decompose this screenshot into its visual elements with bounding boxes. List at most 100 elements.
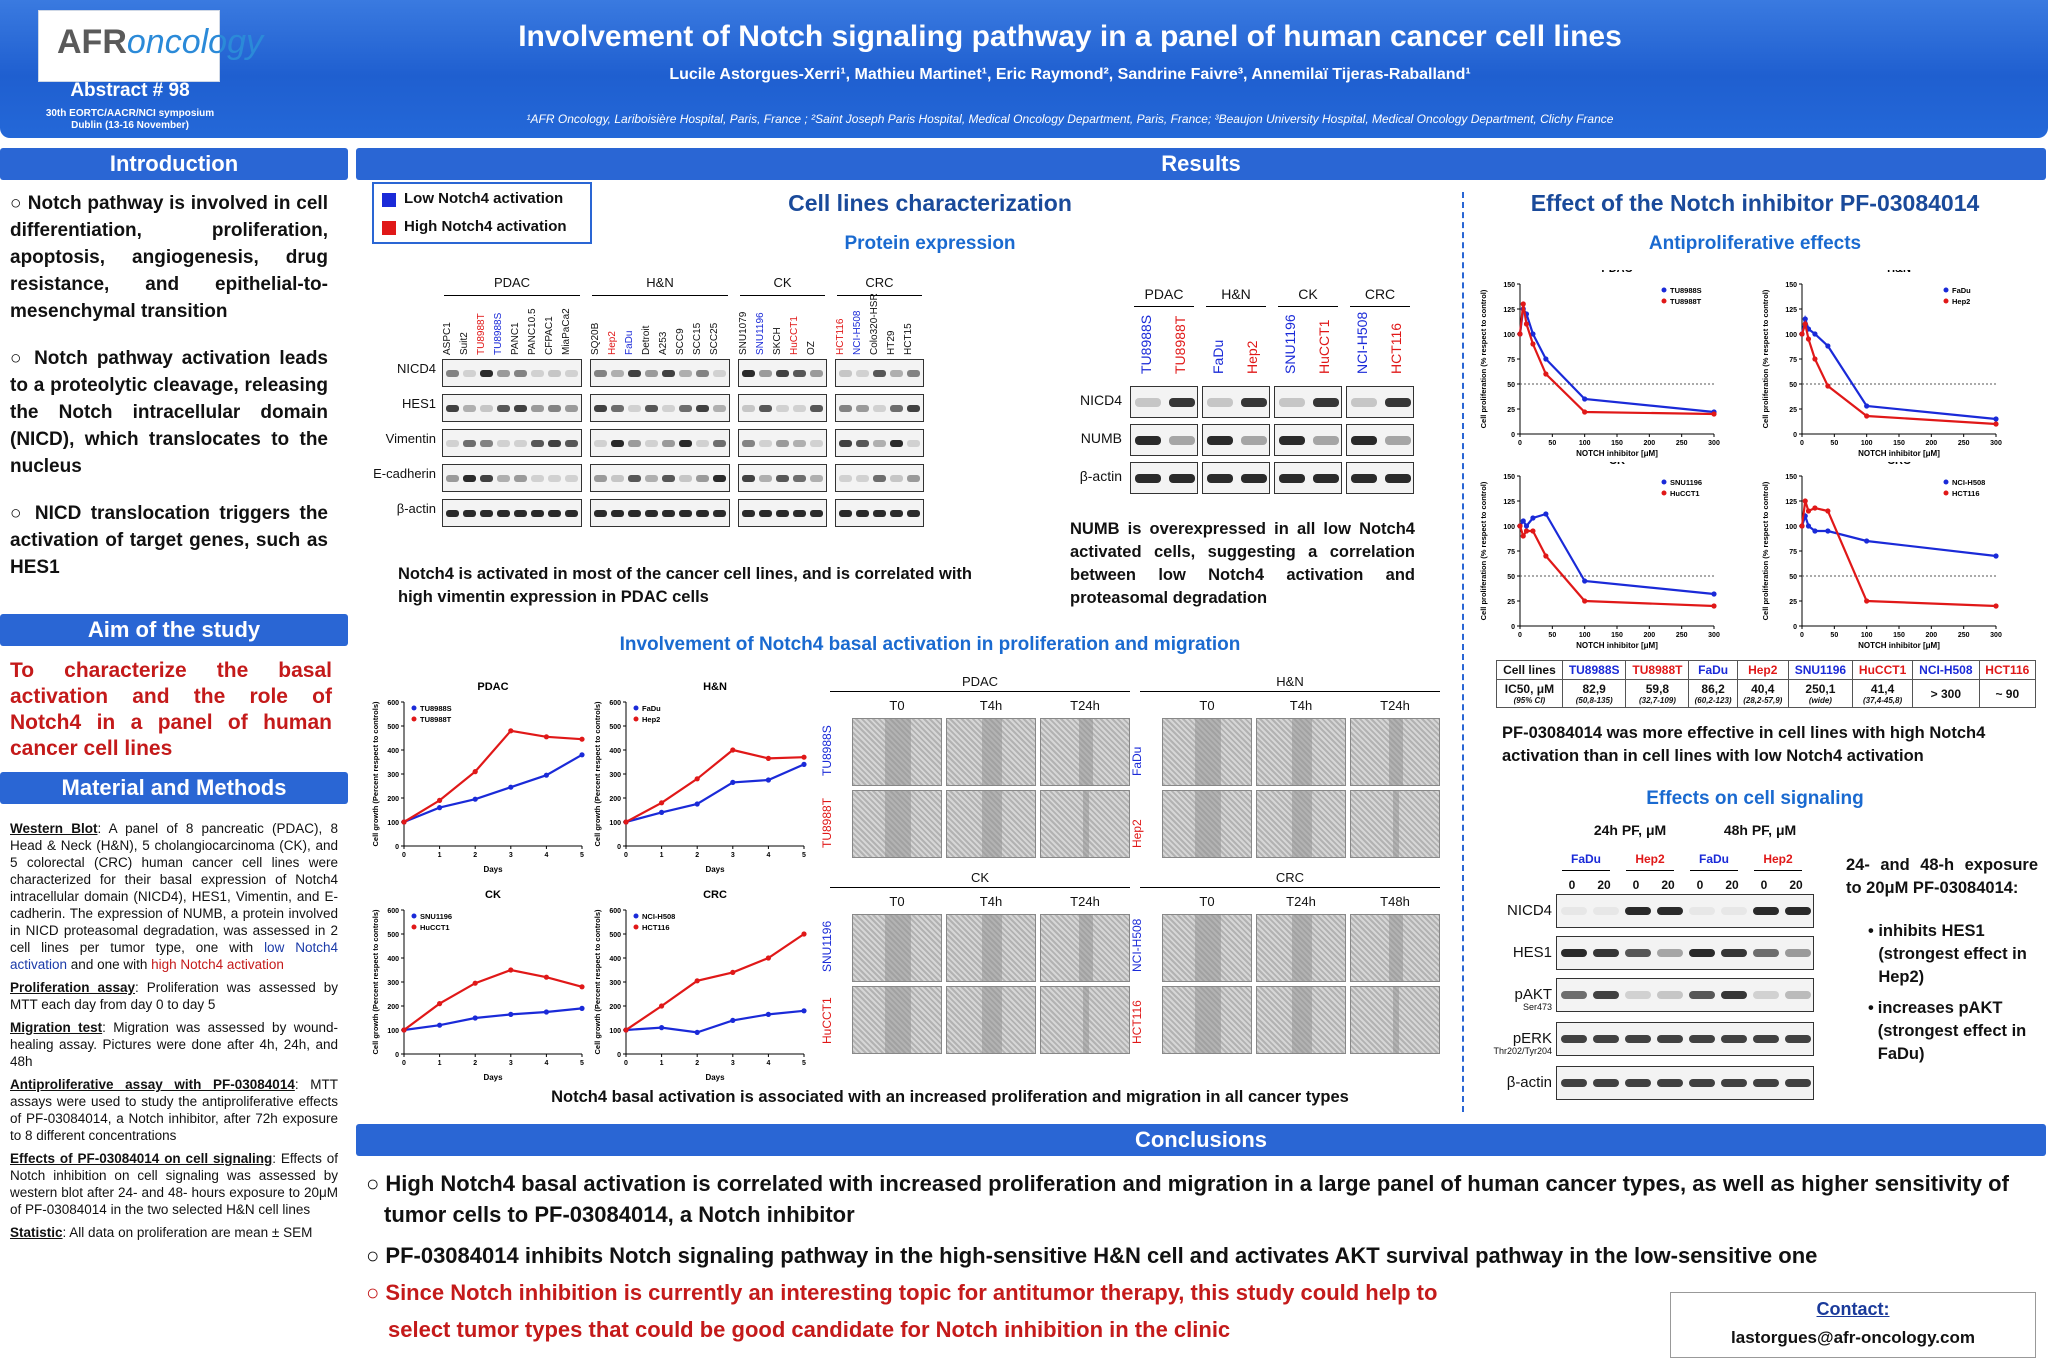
legend-marker [633, 924, 639, 930]
numb-band [1351, 436, 1377, 445]
chart-title: PDAC [1601, 270, 1632, 275]
data-point [1805, 508, 1812, 514]
numb-band [1313, 398, 1339, 407]
ic50-value-cell: 82,9 (50,8-135) [1561, 679, 1627, 708]
blot-band [839, 475, 852, 482]
blot-band [907, 370, 920, 377]
blot-band [890, 405, 903, 412]
prolif-chart-hn: H&N 0 100 200 300 400 500 600 0 1 2 3 4 5 Days Cell gro… [593, 681, 807, 874]
x-tick-label: 1 [438, 1060, 442, 1067]
blot-band [662, 440, 675, 447]
chart-title: H&N [1887, 270, 1911, 275]
stat-title: Statistic [10, 1225, 63, 1240]
blot-band [611, 475, 624, 482]
y-tick-label: 125 [1503, 307, 1515, 314]
y-tick-label: 400 [387, 748, 399, 755]
wound-gap [1292, 791, 1312, 857]
y-tick-label: 200 [609, 1004, 621, 1011]
series-line [1518, 525, 1715, 608]
sig-dose-label: 0 [1568, 878, 1576, 892]
numb-band [1241, 398, 1267, 407]
ic50-value-cell: > 300 [1912, 679, 1980, 708]
data-point [801, 931, 807, 937]
y-tick-label: 50 [1507, 574, 1515, 581]
sig-row-label: pAKT [1514, 986, 1552, 1003]
sig-bullet: • increases pAKT (strongest effect in FaD… [1868, 997, 2038, 1066]
numb-group-line [1278, 306, 1338, 307]
sig-line-label: FaDu [1571, 852, 1601, 866]
sig-band [1753, 949, 1779, 957]
x-tick-label: 2 [695, 1060, 699, 1067]
mig-panel-title: PDAC [830, 674, 1130, 692]
x-tick-label: 1 [660, 852, 664, 859]
legend-high-label: High Notch4 activation [404, 218, 567, 235]
blot-band [856, 370, 869, 377]
blot-band [890, 440, 903, 447]
numb-band [1207, 436, 1233, 445]
blot-band [531, 405, 544, 412]
x-tick-label: 200 [1643, 440, 1655, 447]
ic50-label: IC50, μM [1504, 682, 1555, 696]
mig-time-label: T24h [1380, 698, 1410, 713]
prolif-chart-crc: CRC 0 100 200 300 400 500 600 0 1 2 3 4 5 Days Cell gro… [593, 889, 807, 1082]
x-tick-label: 0 [402, 852, 406, 859]
blot-band [742, 475, 755, 482]
blot-band [810, 475, 823, 482]
ic50-ci: (50,8-135) [1575, 696, 1613, 705]
contact-email[interactable]: lastorgues@afr-oncology.com [1731, 1328, 1975, 1347]
series-line [1518, 303, 1715, 416]
blot-group-line [592, 295, 728, 296]
series-line [1800, 512, 1997, 558]
sig-note: 24- and 48-h exposure to 20μM PF-0308401… [1846, 856, 2038, 897]
blot-band [742, 370, 755, 377]
authors: Lucile Astorgues-Xerri¹, Mathieu Martine… [669, 66, 1471, 83]
mig-image [1040, 790, 1130, 858]
numb-group-line [1206, 306, 1266, 307]
data-point [801, 1008, 807, 1014]
numb-lane-label: TU8988S [1138, 314, 1154, 374]
sig-line-underline [1690, 870, 1738, 871]
y-tick-label: 200 [609, 796, 621, 803]
blot-row-label: NICD4 [396, 361, 436, 376]
blot-band [873, 370, 886, 377]
blot-band [514, 405, 527, 412]
wb-title: Western Blot [10, 821, 98, 836]
y-tick-label: 100 [387, 820, 399, 827]
mig-time-label: T0 [1199, 894, 1215, 909]
blot-band [776, 510, 789, 517]
x-tick-label: 4 [544, 1060, 548, 1067]
ic50-ci: (wide) [1808, 696, 1832, 705]
ic50-ci: (60,2-123) [1694, 696, 1732, 705]
wound-gap [1292, 987, 1312, 1053]
blot-band [548, 440, 561, 447]
symposium-place: Dublin (13-16 November) [71, 120, 189, 131]
blot-lane-label: ASPC1 [442, 322, 453, 355]
wound-gap [1393, 791, 1399, 857]
intro-bullet: ○ NICD translocation triggers the activa… [10, 503, 328, 578]
y-axis-label: Cell growth (Percent respect to controls… [593, 701, 602, 847]
mig-image [852, 986, 942, 1054]
data-point [1812, 356, 1818, 362]
mig-image [1350, 790, 1440, 858]
ic50-ci: (28,2-57,9) [1743, 696, 1783, 705]
conclusion-3b: select tumor types that could be good ca… [388, 1317, 1231, 1342]
blot-lane-label: TU8988S [493, 312, 504, 355]
numb-panel [1202, 424, 1270, 456]
legend-marker [1943, 287, 1949, 293]
ic50-ci: (32,7-109) [1638, 696, 1676, 705]
data-point [1864, 598, 1870, 604]
mig-row-label: HuCCT1 [820, 997, 834, 1044]
sig-band [1785, 949, 1811, 957]
y-tick-label: 150 [1785, 282, 1797, 289]
data-point [623, 1027, 629, 1033]
blot-band [611, 405, 624, 412]
y-tick-label: 600 [609, 700, 621, 707]
mig-image [1040, 718, 1130, 786]
blot-band [594, 510, 607, 517]
mig-row-label: NCI-H508 [1130, 918, 1144, 972]
y-tick-label: 0 [1793, 624, 1797, 631]
data-point [1825, 343, 1831, 349]
blot-band [446, 440, 459, 447]
blot-panel [835, 499, 924, 527]
numb-band [1169, 474, 1195, 483]
